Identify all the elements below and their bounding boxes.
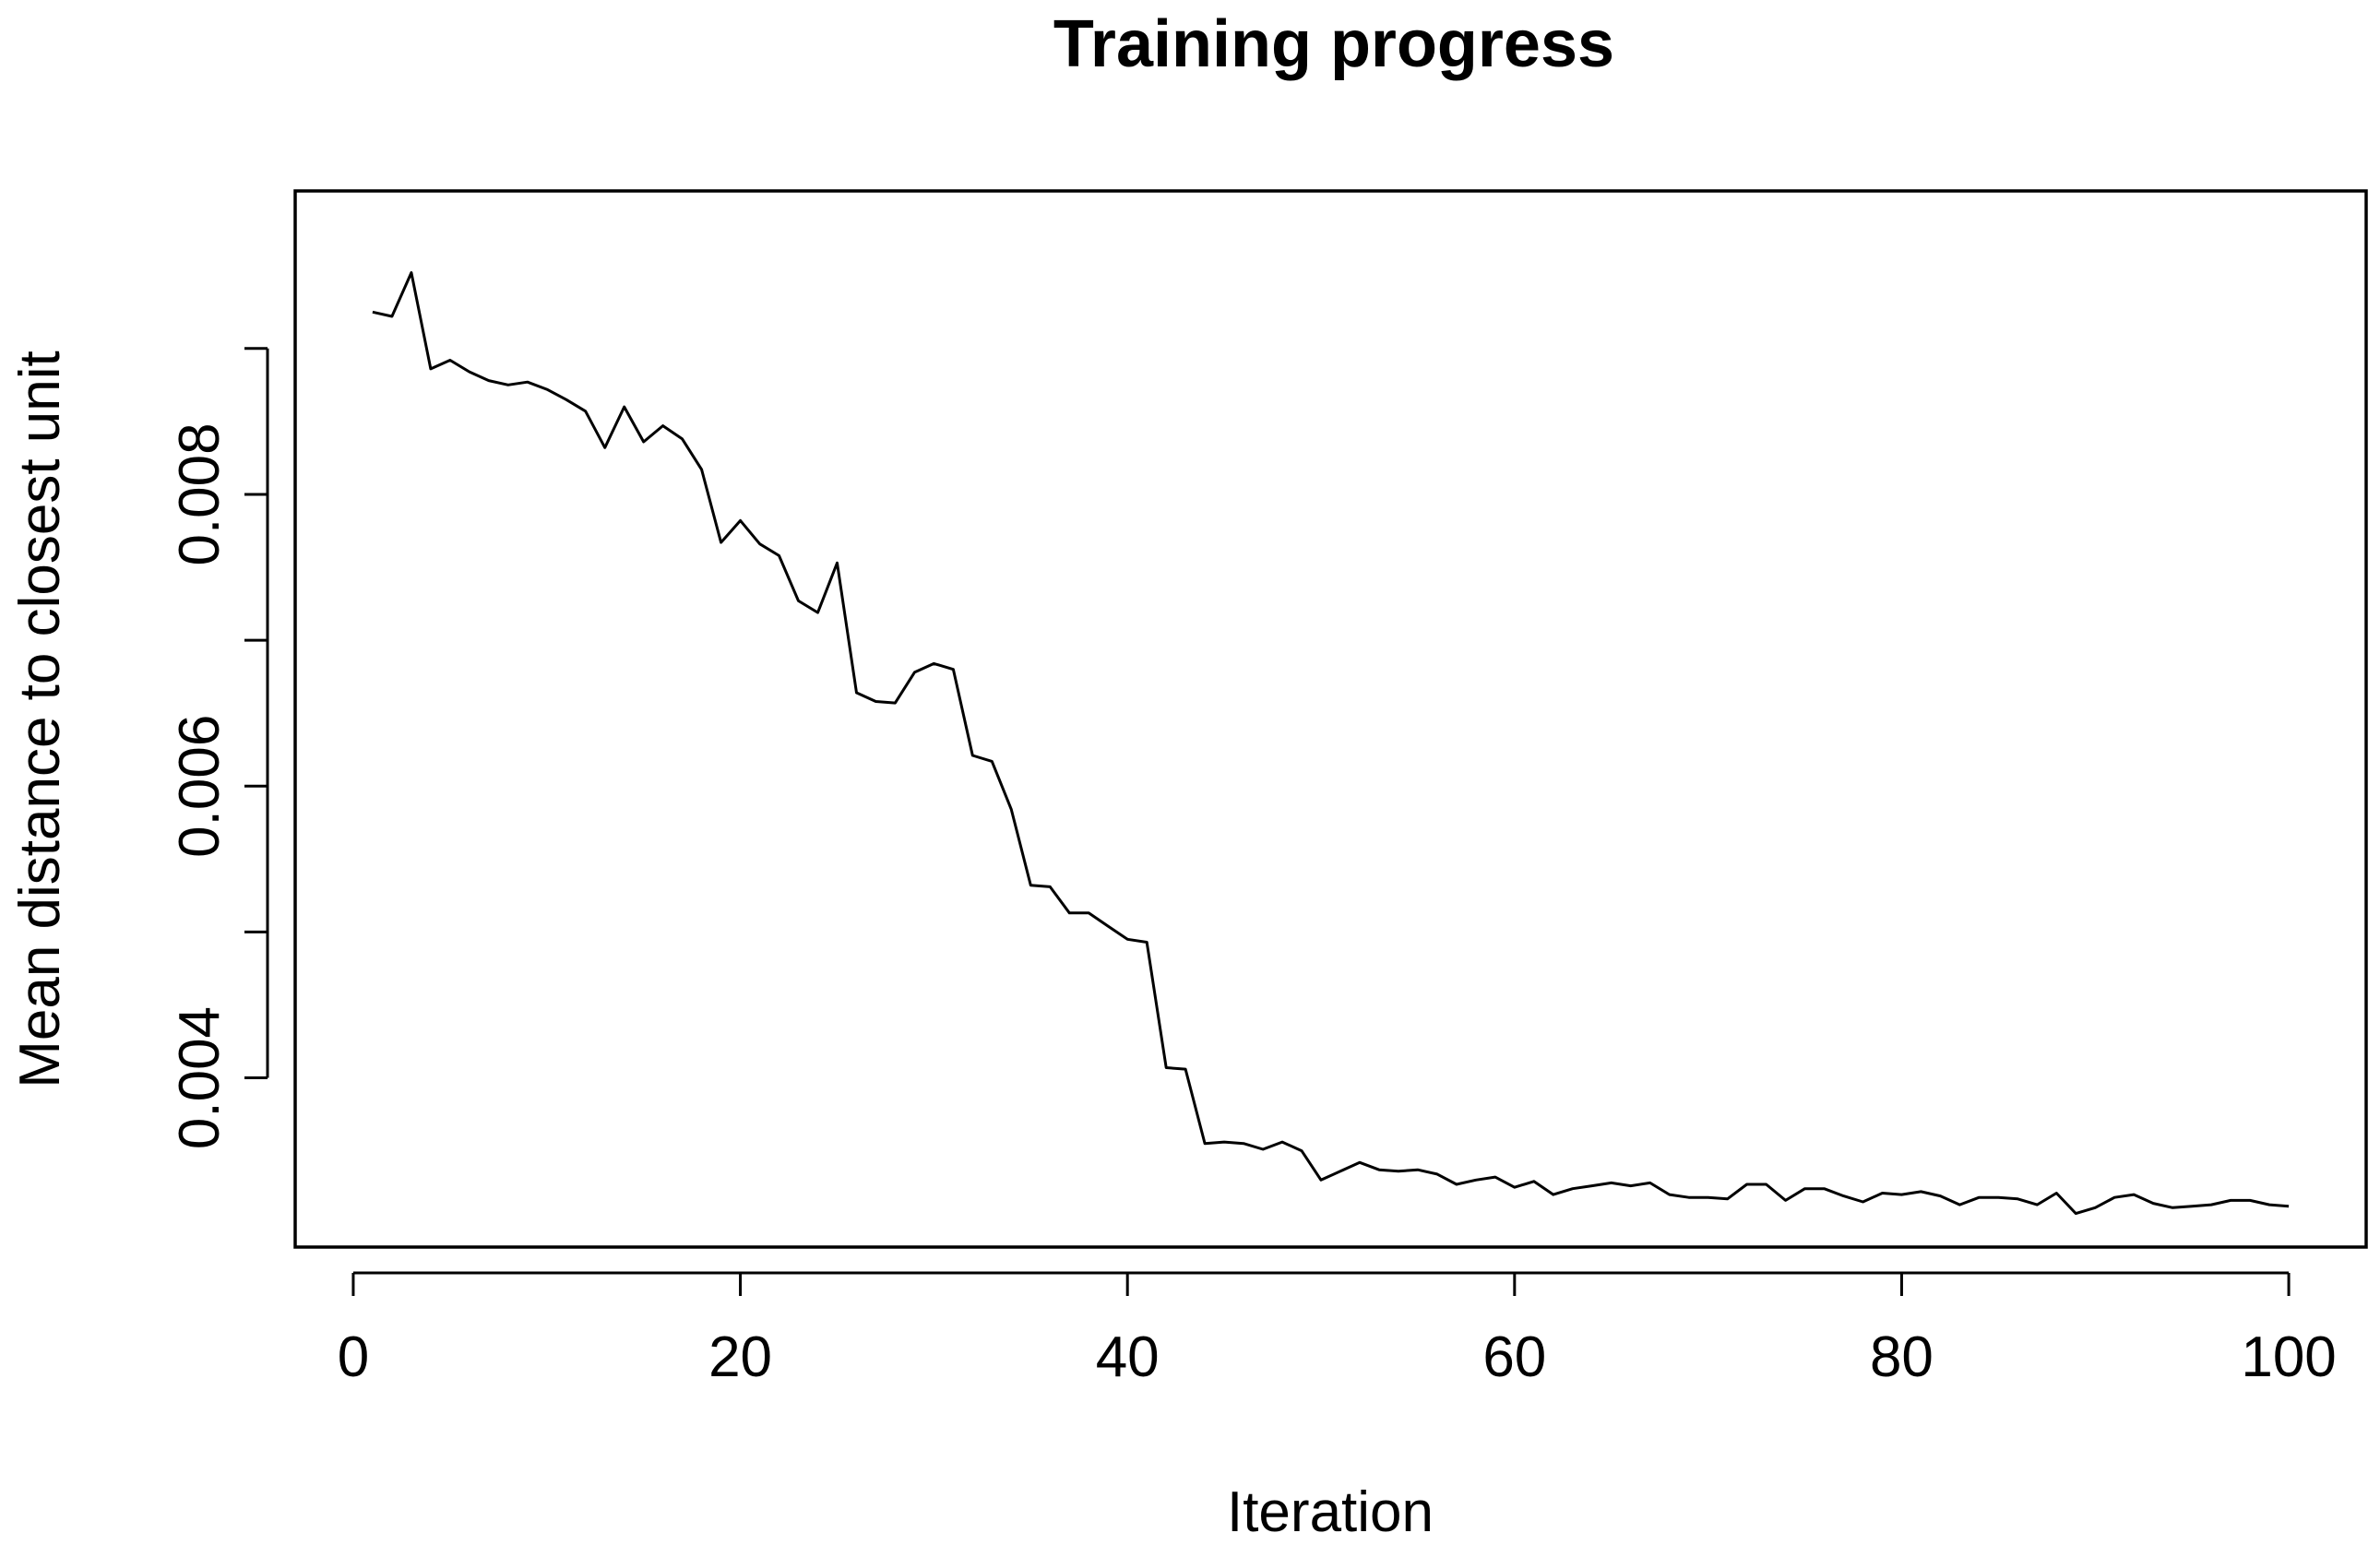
y-axis: 0.004 0.006 0.008 <box>168 347 269 1149</box>
chart-title: Training progress <box>1053 7 1614 81</box>
series-line <box>372 271 2290 1216</box>
x-tick-label: 100 <box>2241 1325 2336 1389</box>
x-tick-label: 80 <box>1870 1325 1934 1389</box>
y-tick-label: 0.004 <box>168 1006 232 1149</box>
x-axis: 0 20 40 60 80 100 <box>338 1271 2337 1389</box>
x-tick-label: 40 <box>1096 1325 1160 1389</box>
x-tick-label: 0 <box>338 1325 369 1389</box>
x-tick-label: 20 <box>708 1325 772 1389</box>
y-tick-label: 0.006 <box>168 715 232 858</box>
y-axis-label: Mean distance to closest unit <box>8 351 72 1088</box>
y-tick-label: 0.008 <box>168 422 232 565</box>
x-tick-label: 60 <box>1482 1325 1546 1389</box>
x-axis-label: Iteration <box>1227 1480 1434 1544</box>
plot-area-frame <box>293 189 2368 1249</box>
